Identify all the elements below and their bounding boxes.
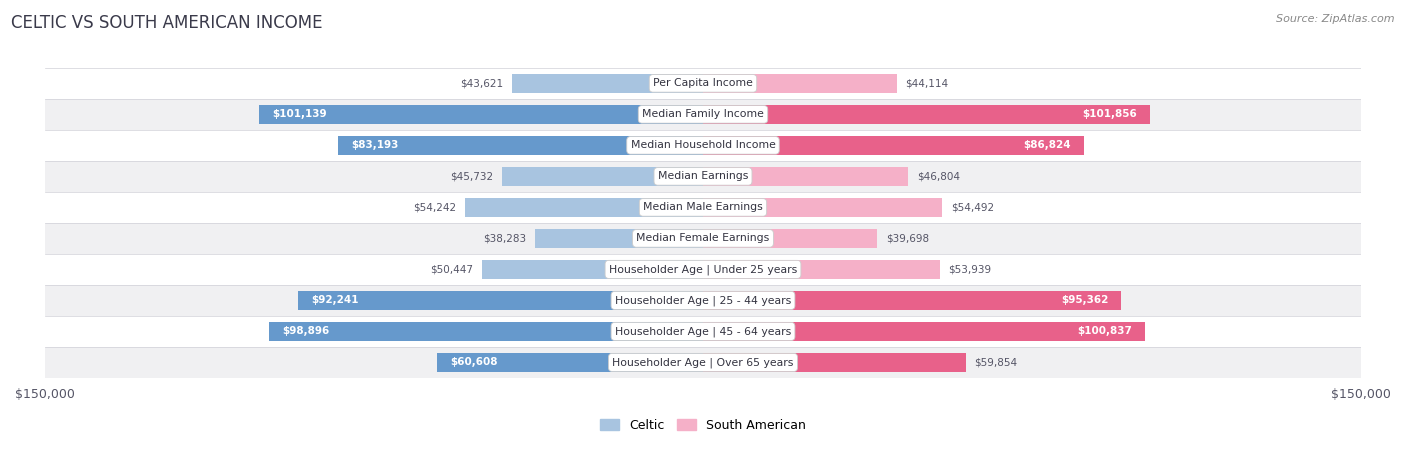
Text: Householder Age | 25 - 44 years: Householder Age | 25 - 44 years — [614, 295, 792, 306]
Text: Median Earnings: Median Earnings — [658, 171, 748, 181]
Text: $50,447: $50,447 — [430, 264, 472, 275]
Bar — [269, 322, 703, 341]
Text: Median Household Income: Median Household Income — [630, 141, 776, 150]
Text: Median Male Earnings: Median Male Earnings — [643, 202, 763, 212]
FancyBboxPatch shape — [45, 161, 1361, 192]
Text: $59,854: $59,854 — [974, 357, 1018, 368]
Text: $101,856: $101,856 — [1083, 109, 1136, 120]
Text: $101,139: $101,139 — [273, 109, 328, 120]
Text: $45,732: $45,732 — [450, 171, 494, 181]
Bar — [703, 136, 1084, 155]
Bar — [703, 74, 897, 93]
Text: $39,698: $39,698 — [886, 234, 929, 243]
Bar — [502, 167, 703, 186]
Bar — [703, 291, 1122, 310]
Text: $60,608: $60,608 — [450, 357, 498, 368]
Text: Householder Age | Under 25 years: Householder Age | Under 25 years — [609, 264, 797, 275]
Text: $86,824: $86,824 — [1024, 141, 1071, 150]
Text: $54,242: $54,242 — [413, 202, 457, 212]
FancyBboxPatch shape — [45, 223, 1361, 254]
Text: $53,939: $53,939 — [949, 264, 991, 275]
Text: $83,193: $83,193 — [352, 141, 398, 150]
Text: $43,621: $43,621 — [460, 78, 503, 88]
Text: $54,492: $54,492 — [950, 202, 994, 212]
Bar — [703, 260, 939, 279]
Bar — [512, 74, 703, 93]
Text: $38,283: $38,283 — [484, 234, 526, 243]
Text: $100,837: $100,837 — [1077, 326, 1132, 336]
Text: CELTIC VS SOUTH AMERICAN INCOME: CELTIC VS SOUTH AMERICAN INCOME — [11, 14, 323, 32]
Text: $44,114: $44,114 — [905, 78, 949, 88]
Text: $98,896: $98,896 — [283, 326, 329, 336]
Bar — [465, 198, 703, 217]
FancyBboxPatch shape — [45, 99, 1361, 130]
Text: Median Female Earnings: Median Female Earnings — [637, 234, 769, 243]
Text: $95,362: $95,362 — [1060, 296, 1108, 305]
Bar — [703, 353, 966, 372]
FancyBboxPatch shape — [45, 192, 1361, 223]
Bar — [536, 229, 703, 248]
Bar — [482, 260, 703, 279]
Text: Per Capita Income: Per Capita Income — [652, 78, 754, 88]
FancyBboxPatch shape — [45, 285, 1361, 316]
Text: Householder Age | Over 65 years: Householder Age | Over 65 years — [612, 357, 794, 368]
Text: $46,804: $46,804 — [917, 171, 960, 181]
Bar — [337, 136, 703, 155]
FancyBboxPatch shape — [45, 316, 1361, 347]
Bar — [437, 353, 703, 372]
Text: Median Family Income: Median Family Income — [643, 109, 763, 120]
Bar — [703, 229, 877, 248]
Bar — [259, 105, 703, 124]
Bar — [298, 291, 703, 310]
Legend: Celtic, South American: Celtic, South American — [595, 414, 811, 437]
Text: $92,241: $92,241 — [312, 296, 359, 305]
Bar — [703, 322, 1146, 341]
FancyBboxPatch shape — [45, 254, 1361, 285]
FancyBboxPatch shape — [45, 68, 1361, 99]
Text: Source: ZipAtlas.com: Source: ZipAtlas.com — [1277, 14, 1395, 24]
Bar — [703, 105, 1150, 124]
Text: Householder Age | 45 - 64 years: Householder Age | 45 - 64 years — [614, 326, 792, 337]
FancyBboxPatch shape — [45, 130, 1361, 161]
Bar — [703, 198, 942, 217]
Bar — [703, 167, 908, 186]
FancyBboxPatch shape — [45, 347, 1361, 378]
